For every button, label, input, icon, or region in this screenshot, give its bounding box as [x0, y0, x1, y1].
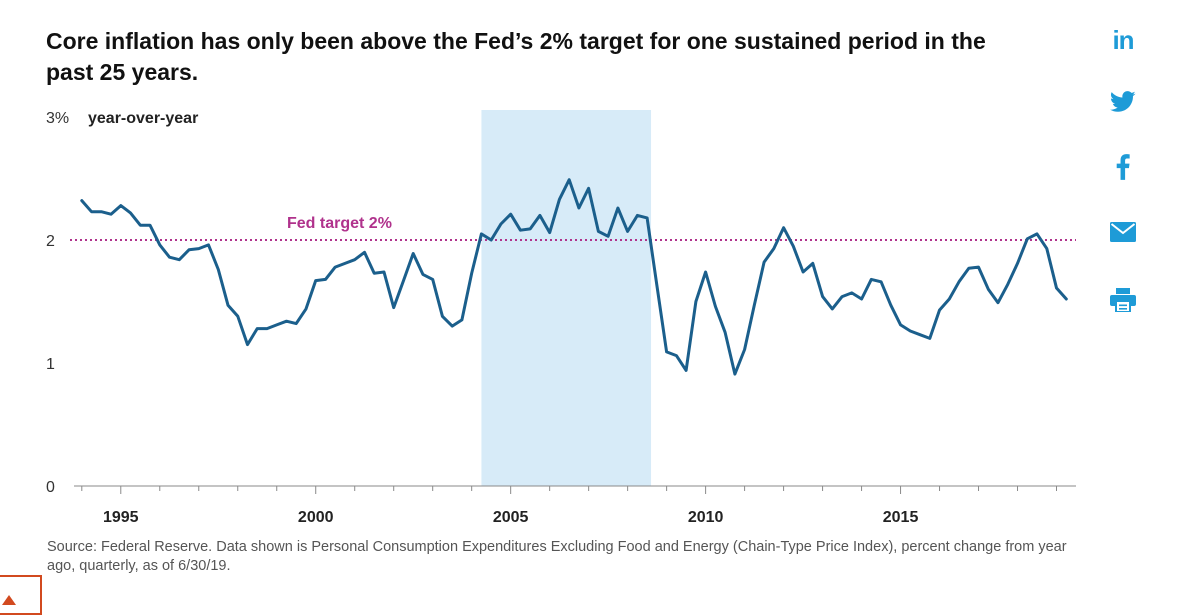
y-tick-label: 3% [46, 110, 69, 127]
y-tick-label: 1 [46, 356, 55, 373]
fed-target-label: Fed target 2% [287, 215, 392, 232]
chart-title: Core inflation has only been above the F… [46, 28, 986, 85]
email-icon [1110, 222, 1136, 242]
x-tick-label: 2010 [688, 509, 724, 526]
twitter-share-button[interactable] [1100, 82, 1146, 122]
print-button[interactable] [1100, 280, 1146, 320]
x-tick-label: 2005 [493, 509, 529, 526]
x-tick-label: 2000 [298, 509, 334, 526]
corner-widget[interactable] [0, 575, 42, 615]
caret-up-icon [2, 595, 16, 605]
highlight-band [481, 110, 652, 486]
linkedin-icon: in [1112, 24, 1134, 55]
x-tick-label: 2015 [883, 509, 919, 526]
y-tick-label: 2 [46, 233, 55, 250]
core-inflation-line [80, 178, 1068, 376]
twitter-icon [1110, 91, 1136, 112]
y-tick-label: 0 [46, 479, 55, 496]
y-axis-label: year-over-year [88, 110, 198, 127]
facebook-icon [1116, 154, 1130, 180]
print-icon [1110, 288, 1136, 312]
linkedin-share-button[interactable]: in [1100, 20, 1146, 60]
x-tick-label: 1995 [103, 509, 139, 526]
source-note: Source: Federal Reserve. Data shown is P… [47, 539, 1067, 574]
facebook-share-button[interactable] [1100, 147, 1146, 187]
email-share-button[interactable] [1100, 212, 1146, 252]
